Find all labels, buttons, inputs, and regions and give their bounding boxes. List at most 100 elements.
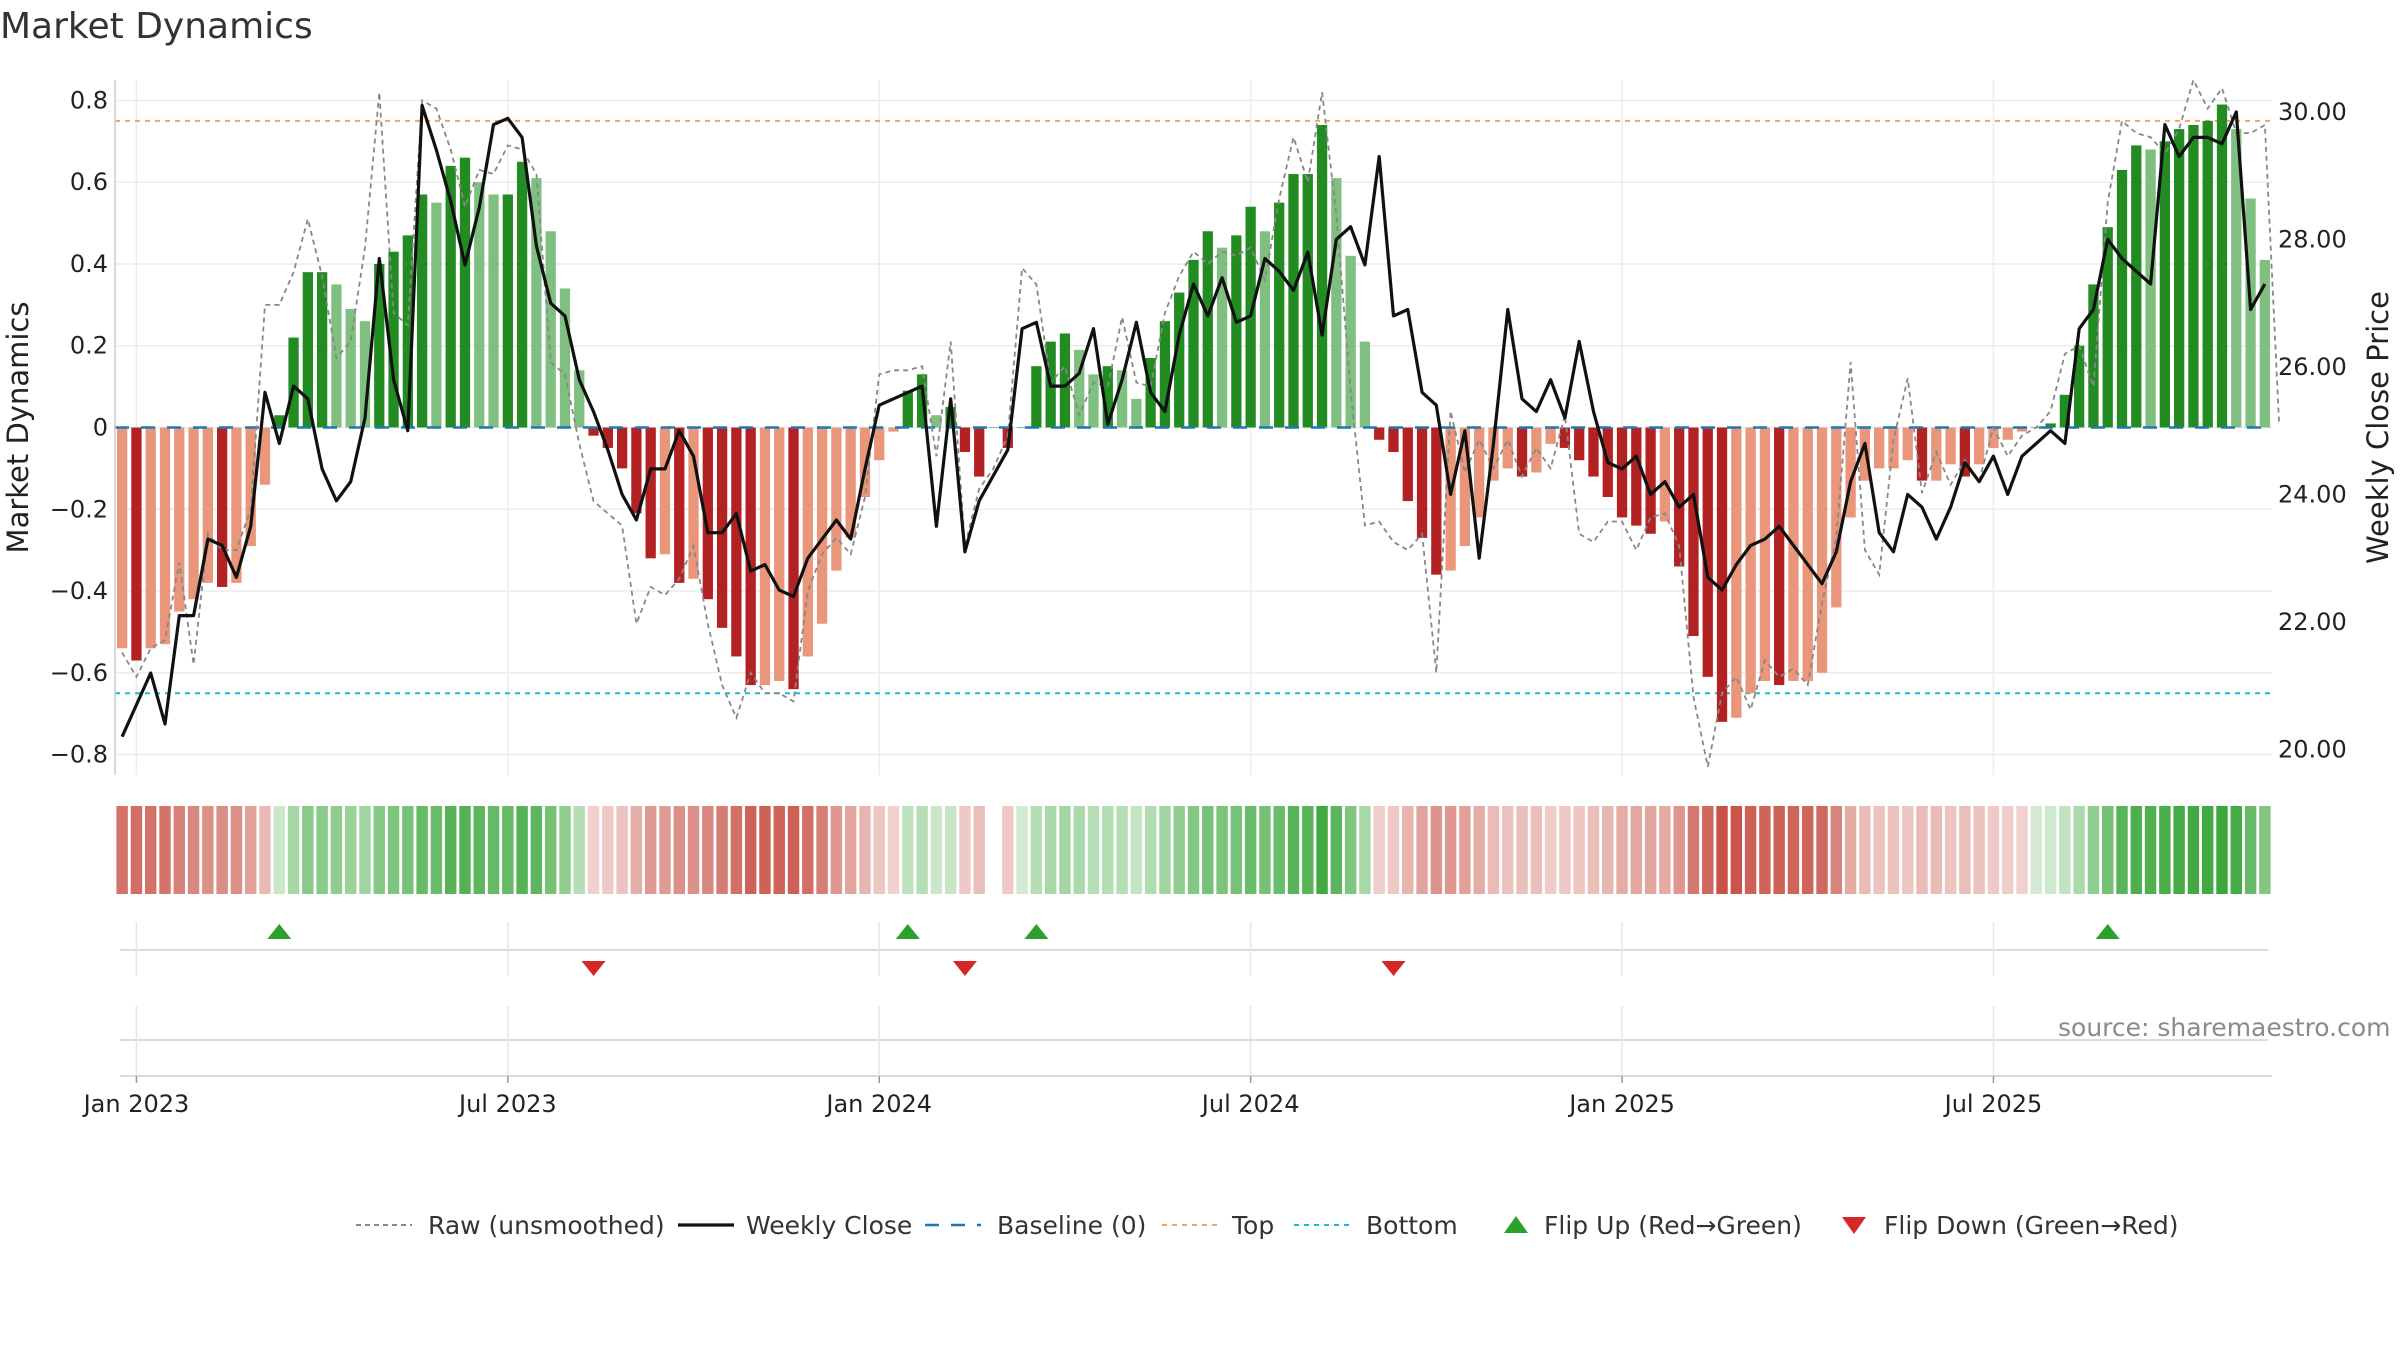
momentum-bar [1702,427,1713,677]
momentum-bar [1059,333,1071,428]
legend-swatch-flip-up [1504,1216,1528,1233]
regime-cell [2130,806,2143,894]
regime-cell [2044,806,2057,894]
regime-cell [930,806,943,894]
momentum-bar [402,235,413,428]
momentum-bar [688,427,699,579]
regime-cell [1087,806,1100,894]
regime-cell [644,806,657,894]
regime-cell [1544,806,1557,894]
momentum-bar [474,182,485,428]
right-tick-label: 28.00 [2278,225,2347,253]
regime-cell [687,806,700,894]
momentum-bar [2116,169,2128,428]
momentum-bar [359,321,371,428]
regime-cell [1487,806,1500,894]
regime-cell [273,806,285,894]
right-tick-label: 24.00 [2278,480,2347,508]
regime-cell [302,806,314,894]
regime-cell [573,806,585,894]
momentum-bar [1116,370,1128,428]
regime-cell [1973,806,1985,894]
regime-cell [144,806,157,894]
right-tick-label: 20.00 [2278,735,2347,763]
regime-cell [1116,806,1128,894]
momentum-bar [1459,427,1471,547]
momentum-bar [616,427,628,469]
left-tick-label: −0.6 [50,659,108,687]
regime-cell [787,806,800,894]
momentum-bar [1745,427,1756,694]
regime-cell [1244,806,1257,894]
momentum-bar [1631,427,1642,526]
left-tick-label: −0.2 [50,495,108,523]
flip-up-marker [1024,924,1049,939]
momentum-bar [1274,202,1285,428]
momentum-bar [702,427,713,600]
flip-down-marker [952,961,977,976]
momentum-bar [1445,427,1456,571]
momentum-bar [1774,427,1785,686]
momentum-bar [1216,247,1228,428]
regime-cell [1259,806,1271,894]
momentum-bar [1659,427,1671,522]
momentum-bar [1674,427,1685,567]
regime-cell [1630,806,1643,894]
regime-cell [502,806,514,894]
regime-cell [530,806,543,894]
legend-label: Flip Down (Green→Red) [1884,1211,2179,1240]
raw-line [121,77,2280,767]
momentum-bar [1988,427,1999,448]
regime-cell [1830,806,1843,894]
momentum-bar [459,157,471,428]
momentum-bar [1359,341,1371,428]
momentum-bar [816,427,828,624]
x-tick-label: Jan 2024 [824,1090,932,1118]
regime-cell [816,806,828,894]
regime-cell [1216,806,1228,894]
left-tick-label: 0 [93,414,108,442]
regime-cell [959,806,971,894]
momentum-bar [1345,255,1356,428]
momentum-bar [2231,129,2242,428]
regime-cell [1730,806,1743,894]
momentum-bar [302,272,313,428]
momentum-bar [1545,427,1556,444]
price-series [120,103,2267,738]
momentum-bar [1031,366,1042,428]
regime-cell [1716,806,1728,894]
regime-cell [1559,806,1571,894]
momentum-bar [2102,227,2113,428]
flip-down-marker [1381,961,1406,976]
momentum-bar [1888,427,1899,469]
regime-cell [1059,806,1071,894]
legend-label: Baseline (0) [997,1211,1146,1240]
regime-cell [516,806,528,894]
regime-cell [1202,806,1214,894]
momentum-bar [531,178,542,428]
momentum-bar [516,161,528,428]
flip-up-marker [267,924,292,939]
momentum-bar [2002,427,2013,440]
momentum-bar [759,427,771,686]
regime-cell [802,806,814,894]
regime-cell [473,806,485,894]
momentum-bar [574,370,585,428]
regime-cell [1659,806,1671,894]
regime-cell [1002,806,1014,894]
regime-cell [673,806,685,894]
momentum-bar [1159,321,1171,428]
regime-cell [630,806,643,894]
momentum-bar [1188,259,1199,428]
momentum-bar [1074,349,1085,428]
regime-cell [2230,806,2243,894]
momentum-bar [674,427,685,583]
momentum-bar [1259,231,1271,428]
regime-cell [1330,806,1343,894]
momentum-bar [1645,427,1656,534]
regime-cell [616,806,628,894]
regime-cell [2002,806,2014,894]
regime-cell [944,806,957,894]
regime-cell [1130,806,1143,894]
regime-cell [887,806,900,894]
